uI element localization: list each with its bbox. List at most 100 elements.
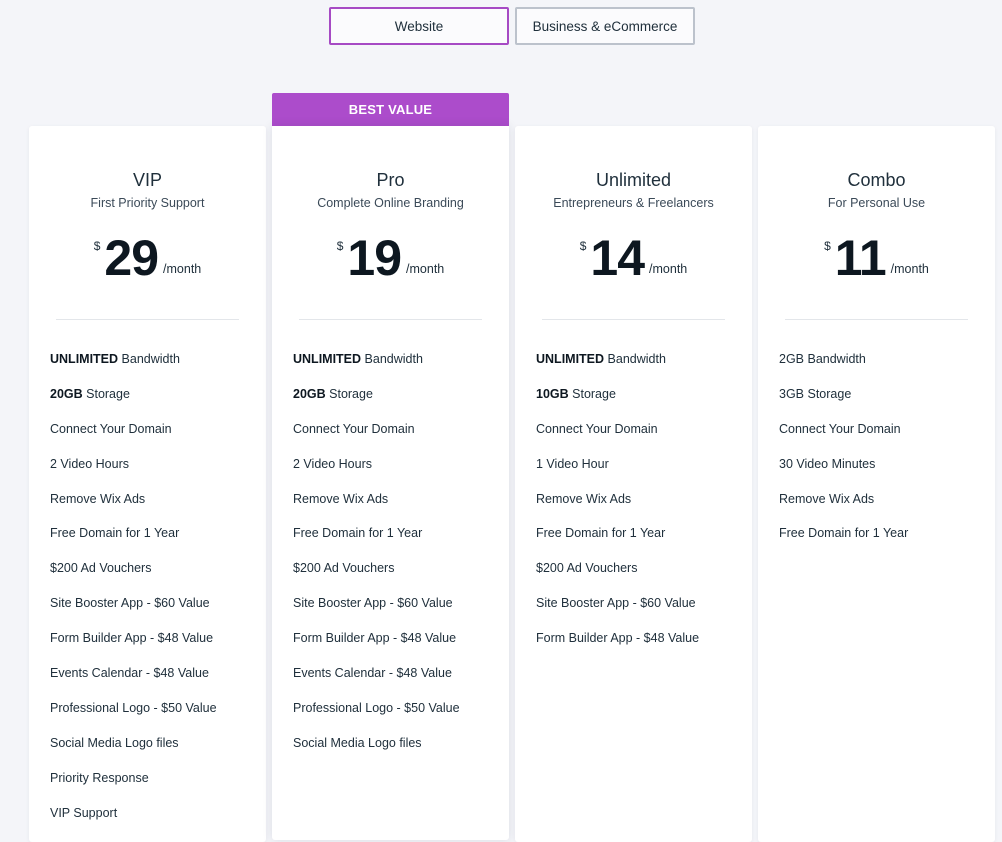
price-amount: 19 (347, 230, 402, 286)
feature-item: $200 Ad Vouchers (536, 561, 742, 596)
feature-text: $200 Ad Vouchers (293, 561, 395, 576)
feature-item: UNLIMITED Bandwidth (50, 352, 256, 387)
price-amount: 11 (834, 230, 887, 286)
tab-business-ecommerce[interactable]: Business & eCommerce (515, 7, 695, 45)
divider (542, 319, 725, 320)
plan-card-combo[interactable]: Combo For Personal Use $ 11 /month 2GB B… (758, 126, 995, 842)
price-period: /month (163, 262, 202, 276)
feature-text: Storage (82, 386, 130, 401)
feature-text: Remove Wix Ads (779, 491, 875, 506)
feature-item: Free Domain for 1 Year (293, 526, 499, 561)
feature-item: 30 Video Minutes (779, 457, 985, 492)
plan-subtitle: For Personal Use (827, 196, 926, 210)
feature-text: Site Booster App - $60 Value (293, 596, 453, 611)
feature-item: Connect Your Domain (536, 422, 742, 457)
feature-item: Site Booster App - $60 Value (50, 596, 256, 631)
feature-text: $200 Ad Vouchers (50, 561, 152, 576)
price-period: /month (649, 262, 688, 276)
feature-text: Remove Wix Ads (536, 491, 632, 506)
feature-text: Storage (568, 386, 616, 401)
divider (56, 319, 239, 320)
feature-text: Connect Your Domain (536, 421, 658, 436)
price-currency: $ (336, 239, 344, 253)
price-currency: $ (824, 239, 831, 253)
feature-item: Social Media Logo files (50, 736, 256, 771)
feature-text: 30 Video Minutes (779, 456, 876, 471)
feature-item: 2GB Bandwidth (779, 352, 985, 387)
price: $ 14 /month (515, 233, 752, 283)
price-period: /month (890, 262, 929, 276)
plan-name: Unlimited (595, 170, 672, 190)
feature-text: Free Domain for 1 Year (50, 526, 180, 541)
feature-text: Form Builder App - $48 Value (293, 631, 457, 646)
feature-text: Priority Response (50, 770, 149, 785)
plan-card-pro[interactable]: Pro Complete Online Branding $ 19 /month… (272, 126, 509, 840)
feature-item: Events Calendar - $48 Value (50, 666, 256, 701)
feature-text: Free Domain for 1 Year (779, 526, 909, 541)
feature-text: Storage (325, 386, 373, 401)
feature-item: Form Builder App - $48 Value (536, 631, 742, 666)
feature-list: 2GB Bandwidth 3GB Storage Connect Your Dom… (779, 352, 985, 561)
feature-highlight: UNLIMITED (50, 352, 119, 366)
feature-item: 1 Video Hour (536, 457, 742, 492)
feature-item: $200 Ad Vouchers (50, 561, 256, 596)
price-amount: 29 (104, 230, 159, 286)
feature-item: Free Domain for 1 Year (50, 526, 256, 561)
feature-text: Social Media Logo files (50, 735, 179, 750)
feature-item: 3GB Storage (779, 387, 985, 422)
feature-item: UNLIMITED Bandwidth (293, 352, 499, 387)
feature-highlight: 10GB (536, 386, 569, 401)
feature-text: Connect Your Domain (779, 421, 901, 436)
feature-item: Connect Your Domain (779, 422, 985, 457)
feature-item: Connect Your Domain (293, 422, 499, 457)
feature-item: Remove Wix Ads (293, 492, 499, 527)
feature-text: Social Media Logo files (293, 735, 422, 750)
plan-subtitle: Entrepreneurs & Freelancers (553, 196, 714, 210)
feature-item: 20GB Storage (293, 387, 499, 422)
feature-item: 2 Video Hours (293, 457, 499, 492)
feature-item: Remove Wix Ads (50, 492, 256, 527)
feature-text: 3GB Storage (779, 386, 852, 401)
feature-text: Bandwidth (604, 352, 666, 366)
plan-name: VIP (132, 170, 162, 190)
feature-text: Professional Logo - $50 Value (293, 700, 460, 715)
divider (299, 319, 482, 320)
feature-text: Connect Your Domain (293, 421, 415, 436)
feature-text: $200 Ad Vouchers (536, 561, 638, 576)
feature-item: Social Media Logo files (293, 736, 499, 771)
price-currency: $ (93, 239, 101, 253)
feature-text: 2 Video Hours (50, 456, 129, 471)
price-currency: $ (579, 239, 587, 253)
feature-item: Priority Response (50, 771, 256, 806)
price: $ 29 /month (29, 230, 266, 286)
feature-item: 2 Video Hours (50, 457, 256, 492)
feature-text: Site Booster App - $60 Value (50, 596, 210, 611)
feature-highlight: UNLIMITED (536, 352, 605, 366)
feature-item: UNLIMITED Bandwidth (536, 352, 742, 387)
feature-item: Form Builder App - $48 Value (293, 631, 499, 666)
feature-item: Site Booster App - $60 Value (536, 596, 742, 631)
feature-text: Form Builder App - $48 Value (536, 631, 700, 646)
feature-item: Professional Logo - $50 Value (293, 701, 499, 736)
feature-highlight: 20GB (50, 386, 83, 401)
feature-text: Remove Wix Ads (293, 491, 389, 506)
feature-list: UNLIMITED Bandwidth 20GB Storage Connect Y… (50, 352, 256, 840)
divider (785, 319, 968, 320)
tab-website[interactable]: Website (329, 7, 509, 45)
feature-item: Connect Your Domain (50, 422, 256, 457)
feature-item: $200 Ad Vouchers (293, 561, 499, 596)
feature-text: Free Domain for 1 Year (293, 526, 423, 541)
feature-highlight: UNLIMITED (293, 352, 362, 366)
feature-highlight: 20GB (293, 386, 326, 401)
feature-text: VIP Support (50, 805, 118, 820)
feature-item: Form Builder App - $48 Value (50, 631, 256, 666)
feature-item: Professional Logo - $50 Value (50, 701, 256, 736)
feature-item: 20GB Storage (50, 387, 256, 422)
plan-card-unlimited[interactable]: Unlimited Entrepreneurs & Freelancers $ … (515, 126, 752, 842)
feature-text: Site Booster App - $60 Value (536, 596, 696, 611)
plan-card-vip[interactable]: VIP First Priority Support $ 29 /month U… (29, 126, 266, 842)
price: $ 11 /month (758, 230, 995, 286)
price-period: /month (406, 262, 445, 276)
feature-text: Free Domain for 1 Year (536, 526, 666, 541)
